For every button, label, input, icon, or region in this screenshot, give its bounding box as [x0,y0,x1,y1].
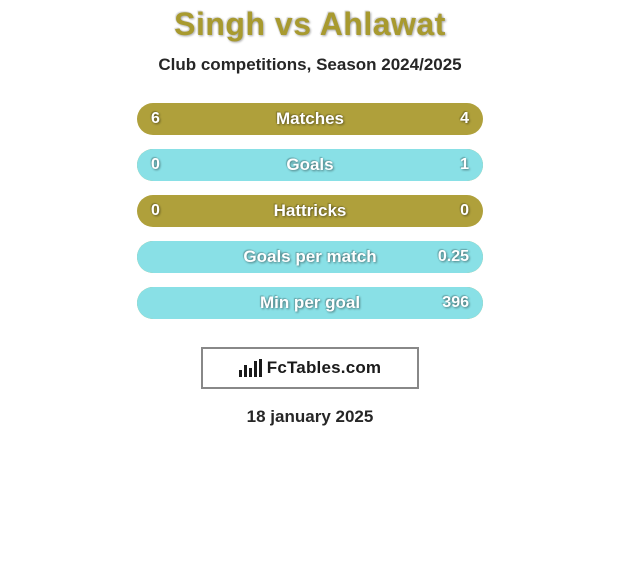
stat-label: Hattricks [137,201,483,221]
stat-row: Min per goal396 [137,287,483,319]
stat-row: Hattricks0 0 [137,195,483,227]
stat-label: Matches [137,109,483,129]
stat-left-value: 0 [151,156,160,174]
stat-bar: Goals0 1 [137,149,483,181]
brand-text: FcTables.com [267,358,382,378]
comparison-rows: Matches64Goals01Hattricks00Goals per mat… [137,103,483,333]
stat-row: Goals per match0.25 [137,241,483,273]
stat-right-value: 396 [442,294,469,312]
stat-label: Min per goal [137,293,483,313]
stat-bar: Hattricks0 0 [137,195,483,227]
stat-right-value: 0 [460,202,469,220]
stat-right-value: 0.25 [438,248,469,266]
date-label: 18 january 2025 [247,407,374,427]
stat-right-value: 4 [460,110,469,128]
stat-left-value: 0 [151,202,160,220]
stat-bar: Goals per match0.25 [137,241,483,273]
subtitle: Club competitions, Season 2024/2025 [158,55,461,75]
stat-right-value: 1 [460,156,469,174]
stat-row: Matches6 4 [137,103,483,135]
stat-label: Goals [137,155,483,175]
stat-left-value: 6 [151,110,160,128]
bar-chart-icon [239,359,261,377]
page-title: Singh vs Ahlawat [174,6,446,43]
brand-badge: FcTables.com [201,347,419,389]
stat-bar: Min per goal396 [137,287,483,319]
stat-label: Goals per match [137,247,483,267]
stat-bar: Matches6 4 [137,103,483,135]
comparison-infographic: Singh vs Ahlawat Club competitions, Seas… [0,0,620,580]
stat-row: Goals0 1 [137,149,483,181]
